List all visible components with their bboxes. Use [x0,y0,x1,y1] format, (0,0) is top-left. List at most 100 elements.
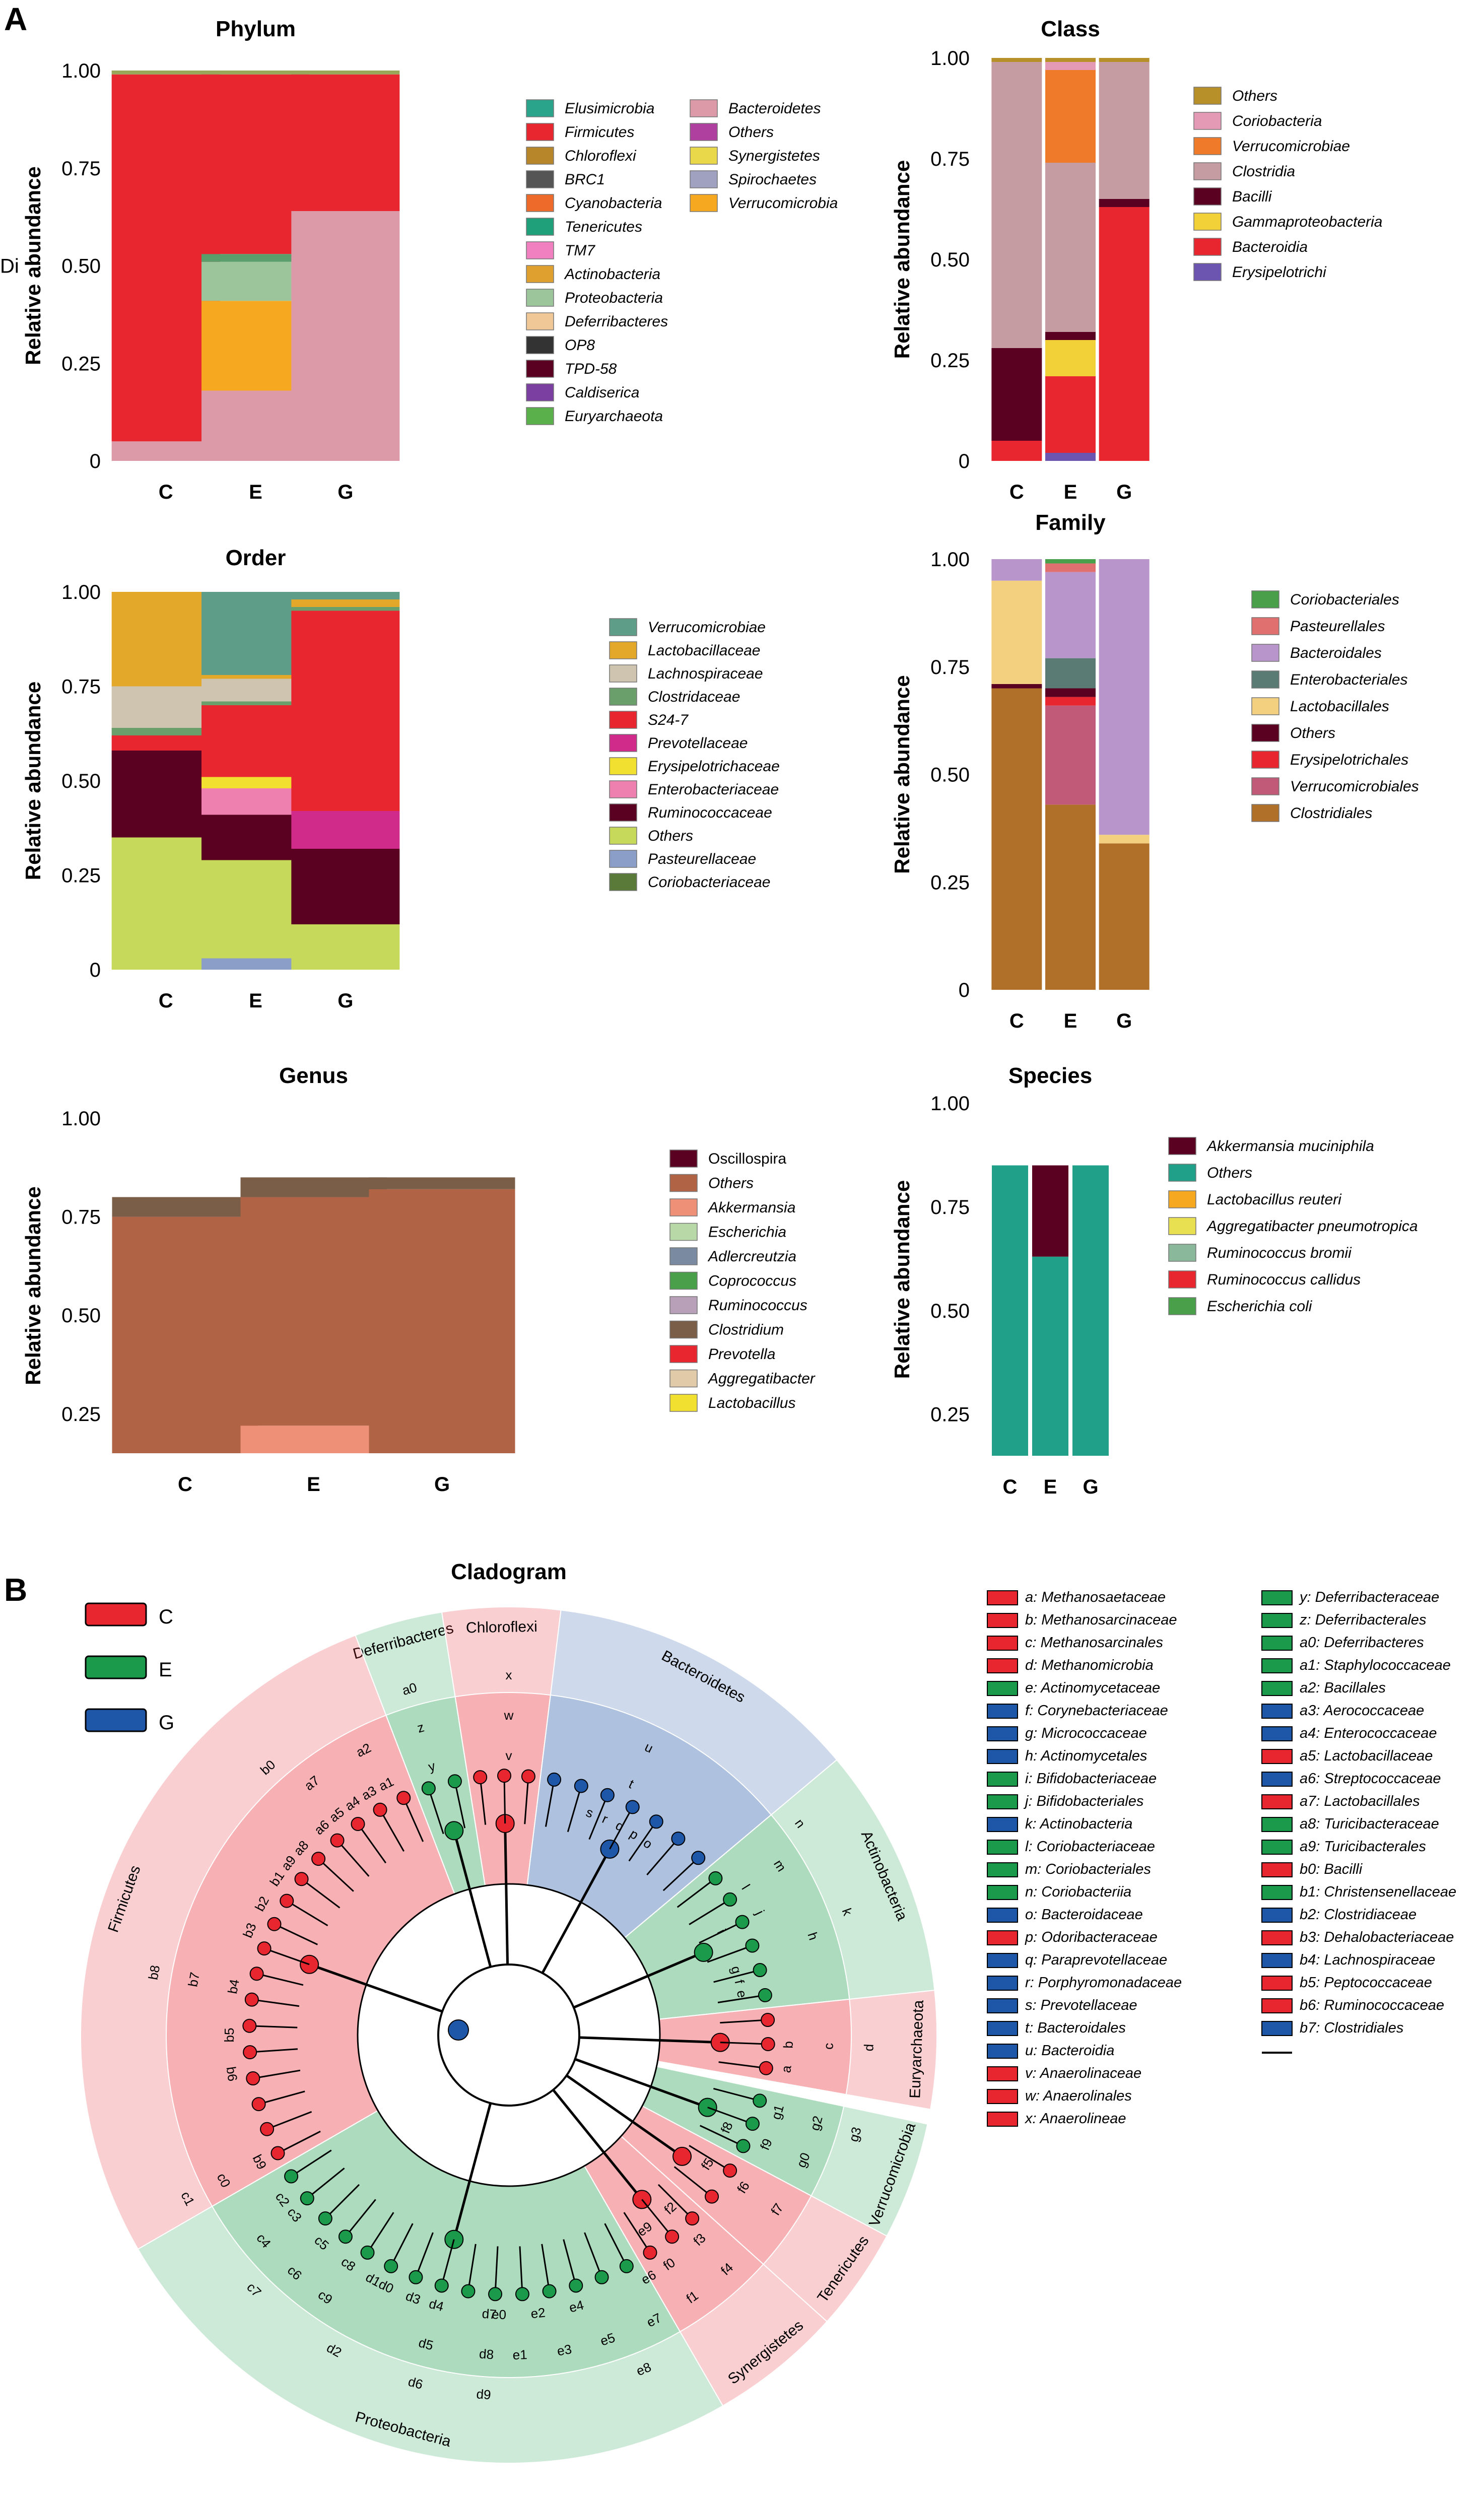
bar-segment [1045,804,1096,990]
node-label: e4 [568,2297,585,2315]
clado-legend-sep: : [1033,1635,1041,1651]
clado-node [284,2169,299,2184]
clado-legend-entry: b7: Clostridiales [1300,2020,1403,2036]
node-label: b8 [146,1964,163,1981]
clado-legend-entry: b3: Dehalobacteriaceae [1300,1929,1454,1945]
clado-legend-sep: : [1033,1952,1041,1968]
clado-legend-swatch [987,1862,1018,1877]
legend-entry: Coriobacteria [1232,113,1322,129]
clado-node [761,2037,775,2051]
clado-legend-id: b7 [1300,2020,1317,2036]
legend-entry: Lachnospiraceae [648,665,763,682]
legend-entry: Pasteurellales [1290,618,1385,635]
clado-node [594,2270,609,2284]
clado-branch [541,1848,611,1974]
clado-legend-entry: k: Actinobacteria [1025,1816,1132,1832]
clado-branch [604,2223,628,2267]
clado-legend-swatch [987,1953,1018,1968]
clado-node [685,2211,700,2226]
legend-entry: Elusimicrobia [565,100,654,117]
legend-entry: Gammaproteobacteria [1232,214,1382,230]
legend-swatch [669,1198,698,1216]
bar-segment [291,211,400,461]
clado-legend-id: n [1025,1884,1033,1900]
clado-node [497,1769,512,1783]
clado-node [300,2191,314,2206]
legend-entry: Bacteroidia [1232,239,1308,255]
clado-legend-entry: b6: Ruminococcaceae [1300,1997,1444,2013]
y-tick-label: 0.75 [930,148,970,170]
clado-branch [720,2042,768,2045]
legend-entry: Spirochaetes [728,171,817,188]
clado-node [318,2211,332,2226]
clado-legend-sep: : [1316,1861,1324,1877]
clado-legend-id: a0 [1300,1635,1316,1651]
clado-legend-id: a1 [1300,1657,1316,1673]
clado-branch [250,2048,298,2053]
bar-segment [991,688,1042,990]
clado-branch [318,1858,354,1892]
bar-segment [1045,705,1096,805]
clado-node [521,1769,535,1784]
bar-segment [1072,1165,1109,1456]
bar-segment [1045,688,1096,697]
clado-legend-name: Lactobacillales [1324,1793,1420,1809]
bar-segment [1045,697,1096,706]
group-swatch [85,1655,147,1679]
y-tick-label: 0.25 [930,350,970,372]
legend-entry: Clostridaceae [648,689,740,705]
x-category-label: E [1044,1476,1057,1498]
clado-node [461,2284,476,2298]
clado-legend-swatch [1261,1953,1293,1968]
bar-segment [111,71,220,75]
x-category-label: E [307,1473,320,1496]
node-label: a [778,2064,794,2074]
x-category-label: E [1064,1010,1077,1032]
clado-branch [258,2090,305,2105]
clado-legend-swatch [987,1636,1018,1651]
node-label: b [780,2041,795,2049]
clado-node [625,1800,640,1814]
legend-entry: Verrucomicrobiae [1232,138,1350,155]
clado-legend-sep: : [1033,1748,1041,1764]
clado-legend-entry: a1: Staphylococcaceae [1300,1657,1451,1673]
clado-legend-sep: : [1029,2020,1037,2036]
clado-legend-swatch [1261,2021,1293,2036]
clado-node [271,2146,285,2160]
x-category-label: C [159,990,173,1012]
clado-legend-id: k [1025,1816,1033,1832]
clado-legend-sep: : [1316,1680,1324,1696]
clado-branch [707,2107,753,2125]
y-tick-label: 0.75 [61,676,101,698]
node-label: d9 [476,2386,492,2402]
group-label: E [159,1659,172,1681]
clado-legend-entry: a3: Aerococcaceae [1300,1703,1424,1719]
y-tick-label: 0.75 [930,656,970,679]
bar-segment [1045,563,1096,572]
bar-segment [1045,332,1096,340]
clado-legend-swatch [987,2066,1018,2081]
clado-legend-swatch [987,1704,1018,1719]
clado-legend-name: Methanosarcinaceae [1041,1612,1177,1628]
y-tick-label: 1.00 [61,581,101,603]
x-category-label: E [1064,481,1077,503]
y-axis-label: Relative abundance [21,682,45,880]
clado-node [488,2287,503,2302]
bar-segment [991,559,1042,581]
bar-segment [991,348,1042,441]
legend-swatch [609,850,637,868]
bar-segment [1045,340,1096,376]
clado-legend-id: e [1025,1680,1033,1696]
clado-legend-name: Methanosaetaceae [1041,1589,1166,1605]
legend-entry: Lactobacillales [1290,698,1389,715]
legend-entry: S24-7 [648,712,689,728]
clado-legend-entry: f: Corynebacteriaceae [1025,1703,1168,1719]
y-tick-label: 0.50 [61,1305,101,1327]
legend-swatch [669,1394,698,1412]
legend-entry: Others [728,124,774,141]
legend-entry: Ruminococcus bromii [1207,1245,1352,1261]
bar-segment [992,1165,1028,1456]
bar-segment [201,777,310,788]
